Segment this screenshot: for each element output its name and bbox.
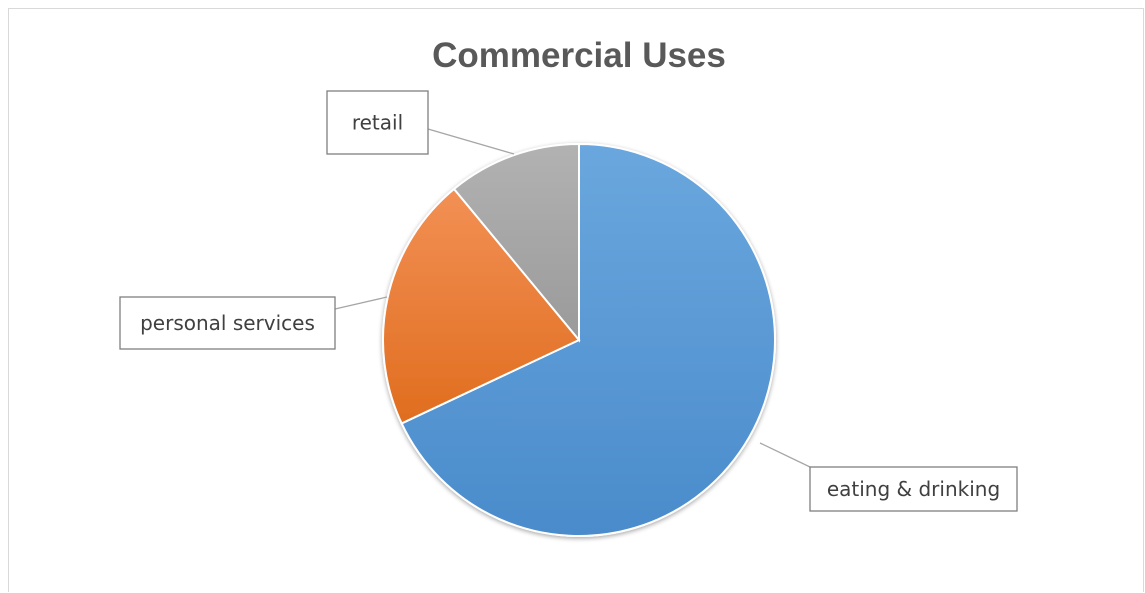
data-label-text: retail bbox=[352, 111, 403, 135]
data-label-text: eating & drinking bbox=[827, 477, 1000, 501]
leader-line-eating-drinking bbox=[760, 443, 810, 467]
pie-slices bbox=[383, 144, 775, 536]
data-label-personal-services: personal services bbox=[120, 297, 335, 349]
chart-title: Commercial Uses bbox=[432, 36, 726, 75]
leader-line-personal-services bbox=[335, 297, 387, 309]
data-label-eating-drinking: eating & drinking bbox=[810, 467, 1017, 511]
data-label-text: personal services bbox=[140, 311, 315, 335]
data-label-retail: retail bbox=[327, 91, 428, 154]
chart-area: Commercial Uses eating & drinking persona… bbox=[8, 8, 1144, 592]
leader-line-retail bbox=[428, 129, 514, 154]
pie-chart: Commercial Uses eating & drinking persona… bbox=[9, 9, 1145, 593]
